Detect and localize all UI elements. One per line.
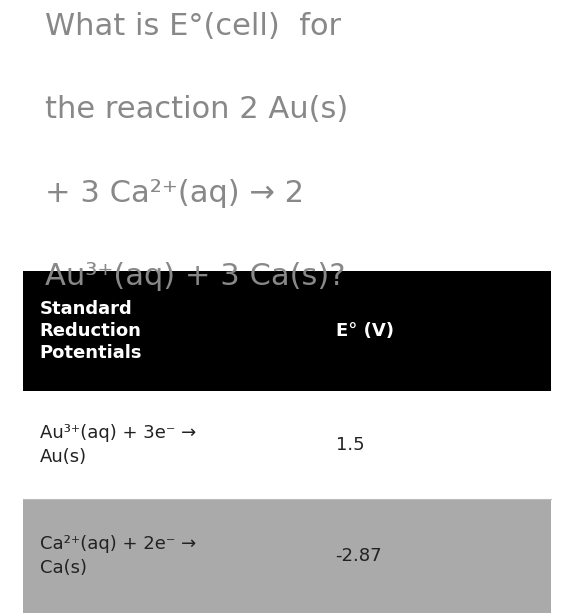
- FancyBboxPatch shape: [23, 271, 551, 391]
- Text: Ca²⁺(aq) + 2e⁻ →
Ca(s): Ca²⁺(aq) + 2e⁻ → Ca(s): [40, 535, 196, 577]
- FancyBboxPatch shape: [23, 499, 551, 613]
- Text: 1.5: 1.5: [336, 436, 364, 454]
- Text: -2.87: -2.87: [336, 547, 382, 565]
- Text: + 3 Ca²⁺(aq) → 2: + 3 Ca²⁺(aq) → 2: [45, 179, 304, 208]
- Text: Standard
Reduction
Potentials: Standard Reduction Potentials: [40, 300, 142, 362]
- FancyBboxPatch shape: [23, 391, 551, 499]
- Text: the reaction 2 Au(s): the reaction 2 Au(s): [45, 95, 349, 124]
- Text: What is E°(cell)  for: What is E°(cell) for: [45, 12, 341, 41]
- Text: E° (V): E° (V): [336, 322, 394, 340]
- Text: Au³⁺(aq) + 3 Ca(s)?: Au³⁺(aq) + 3 Ca(s)?: [45, 262, 346, 291]
- Text: Au³⁺(aq) + 3e⁻ →
Au(s): Au³⁺(aq) + 3e⁻ → Au(s): [40, 424, 196, 466]
